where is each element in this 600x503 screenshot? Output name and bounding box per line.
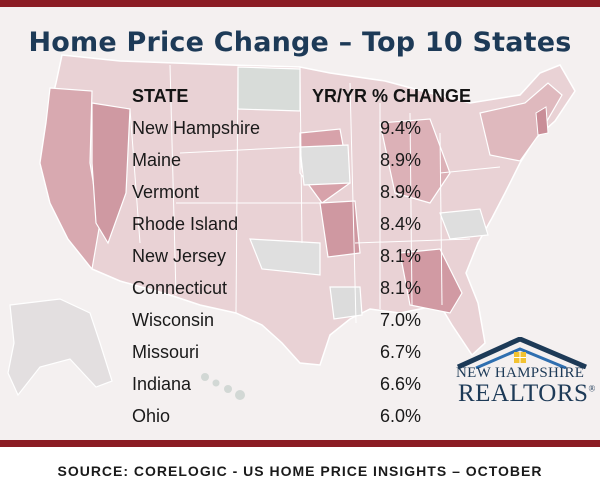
page-title: Home Price Change – Top 10 States [28,27,572,58]
bottom-accent-bar [0,440,600,447]
percent-change: 6.6% [380,374,422,394]
table-row: Ohio 6.0% [132,406,432,436]
source-citation: SOURCE: CORELOGIC - US HOME PRICE INSIGH… [57,463,543,479]
logo-text-line1: NEW HAMPSHIRE [456,365,585,381]
state-name: Ohio [132,406,171,426]
state-name: Rhode Island [132,214,239,234]
logo-text-line2: REALTORS® [458,380,596,407]
table-row: Wisconsin 7.0% [132,310,432,340]
west-coast-region [39,87,101,271]
missouri-region [319,200,361,258]
column-header-change: YR/YR % CHANGE [312,86,472,106]
great-lakes-region [379,118,451,204]
percent-change: 8.9% [380,150,422,170]
percent-change: 8.4% [380,214,422,234]
percent-change: 9.4% [380,118,422,138]
percent-change: 6.7% [380,342,422,362]
state-name: Vermont [132,182,200,202]
map-panel: Home Price Change – Top 10 States STATE … [0,7,600,440]
state-borders [129,64,501,324]
us-map-background [7,54,576,400]
state-name: Maine [132,150,182,170]
state-name: Missouri [132,342,200,362]
table-row: New Hampshire 9.4% [132,118,432,148]
top-accent-bar [0,0,600,7]
percent-change: 8.9% [380,182,422,202]
column-header-state: STATE [132,86,189,106]
new-hampshire-shape [535,106,549,136]
state-name: Indiana [132,374,192,394]
percent-change: 8.1% [380,246,422,266]
iowa-shape [299,144,351,186]
table-row: Indiana 6.6% [132,374,432,404]
louisiana-shape [329,286,363,320]
table-row: Maine 8.9% [132,150,432,180]
table-row: New Jersey 8.1% [132,246,432,276]
nh-realtors-logo: NEW HAMPSHIRE REALTORS® [452,337,595,412]
hawaii-shape [201,373,245,400]
state-name: Connecticut [132,278,228,298]
oklahoma-shape [249,238,321,276]
northeast-region [479,82,563,162]
percent-change: 8.1% [380,278,422,298]
percent-change: 7.0% [380,310,422,330]
house-roof-icon [456,337,587,369]
state-name: New Hampshire [132,118,261,138]
table-row: Rhode Island 8.4% [132,214,432,244]
table-row: Missouri 6.7% [132,342,432,372]
percent-change: 6.0% [380,406,422,426]
virginia-shape [439,208,489,240]
southeast-region [399,248,463,314]
north-dakota-shape [237,66,301,112]
alaska-shape [7,298,113,397]
state-name: Wisconsin [132,310,215,330]
table-row: Vermont 8.9% [132,182,432,212]
state-name: New Jersey [132,246,227,266]
table-row: Connecticut 8.1% [132,278,432,308]
